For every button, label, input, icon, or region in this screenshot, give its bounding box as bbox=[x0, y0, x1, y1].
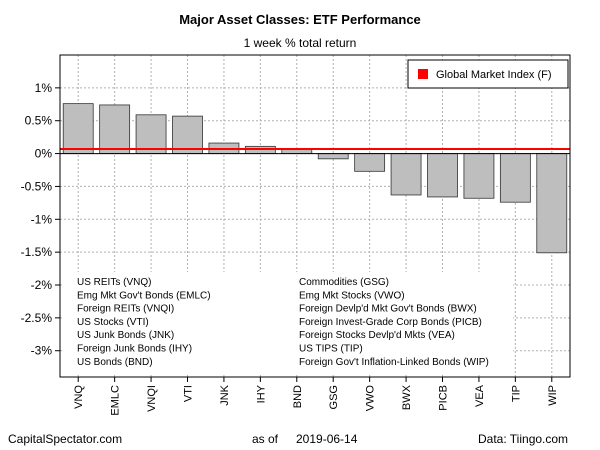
x-tick-label: PICB bbox=[438, 385, 450, 411]
plot-border bbox=[59, 54, 571, 378]
x-tick-label: VNQI bbox=[146, 385, 158, 412]
y-tick-label: -1% bbox=[31, 212, 53, 226]
bar-bwx bbox=[390, 153, 422, 196]
x-tick-label: JNK bbox=[219, 384, 231, 405]
key-right-item: US TIPS (TIP) bbox=[299, 344, 363, 355]
key-left-item: US Bonds (BND) bbox=[77, 357, 153, 368]
x-tick-label: GSG bbox=[328, 385, 340, 409]
key-left-item: Emg Mkt Gov't Bonds (EMLC) bbox=[77, 290, 211, 301]
key-left-item: US REITs (VNQ) bbox=[77, 277, 151, 288]
x-tick-label: VWO bbox=[365, 385, 377, 412]
footer-as-of-label: as of bbox=[252, 432, 279, 446]
key-left-item: Foreign Junk Bonds (IHY) bbox=[77, 344, 192, 355]
chart-subtitle: 1 week % total return bbox=[243, 36, 357, 50]
bar-vnq bbox=[62, 103, 94, 154]
legend-box bbox=[407, 59, 569, 89]
y-tick-label: -3% bbox=[31, 344, 53, 358]
y-tick-label: -2.5% bbox=[21, 311, 53, 325]
key-left-item: US Stocks (VTI) bbox=[77, 317, 149, 328]
y-tick-label: 0.5% bbox=[25, 114, 53, 128]
y-tick-label: 0% bbox=[35, 147, 53, 161]
x-tick-label: VNQ bbox=[73, 385, 85, 409]
bar-picb bbox=[427, 153, 458, 198]
key-right-item: Emg Mkt Stocks (VWO) bbox=[299, 290, 405, 301]
key-right-item: Foreign Gov't Inflation-Linked Bonds (WI… bbox=[299, 357, 489, 368]
footer-source-right: Data: Tiingo.com bbox=[478, 432, 569, 446]
x-tick-label: VEA bbox=[474, 384, 486, 407]
footer-as-of-date: 2019-06-14 bbox=[296, 432, 358, 446]
key-right-item: Commodities (GSG) bbox=[299, 277, 389, 288]
bar-wip bbox=[536, 153, 568, 254]
y-tick-label: -1.5% bbox=[21, 245, 53, 259]
x-tick-label: BWX bbox=[401, 384, 413, 410]
x-tick-label: BND bbox=[292, 385, 304, 408]
x-tick-label: EMLC bbox=[110, 385, 122, 416]
key-left-item: US Junk Bonds (JNK) bbox=[77, 330, 174, 341]
y-tick-label: -0.5% bbox=[21, 179, 53, 193]
x-tick-label: VTI bbox=[183, 385, 195, 402]
bar-vwo bbox=[354, 153, 386, 172]
key-right-item: Foreign Devlp'd Mkt Gov't Bonds (BWX) bbox=[299, 304, 477, 315]
bar-vea bbox=[463, 153, 495, 199]
key-right-item: Foreign Stocks Devlp'd Mkts (VEA) bbox=[299, 330, 455, 341]
bar-vti bbox=[172, 115, 203, 154]
key-right-item: Foreign Invest-Grade Corp Bonds (PICB) bbox=[299, 317, 482, 328]
y-tick-label: -2% bbox=[31, 278, 53, 292]
key-box bbox=[63, 272, 513, 375]
y-tick-label: 1% bbox=[35, 81, 53, 95]
legend-label: Global Market Index (F) bbox=[436, 69, 552, 81]
footer-source-left: CapitalSpectator.com bbox=[8, 432, 123, 446]
bar-gsg bbox=[317, 153, 349, 160]
bar-emlc bbox=[99, 104, 131, 154]
key-left-item: Foreign REITs (VNQI) bbox=[77, 304, 174, 315]
x-tick-label: WIP bbox=[547, 385, 559, 406]
legend-swatch bbox=[418, 69, 428, 79]
bar-bnd bbox=[281, 149, 313, 154]
bar-tip bbox=[499, 153, 531, 203]
chart-title: Major Asset Classes: ETF Performance bbox=[179, 12, 421, 27]
bar-vnqi bbox=[135, 114, 167, 154]
x-tick-label: IHY bbox=[255, 384, 267, 403]
x-tick-label: TIP bbox=[510, 385, 522, 402]
